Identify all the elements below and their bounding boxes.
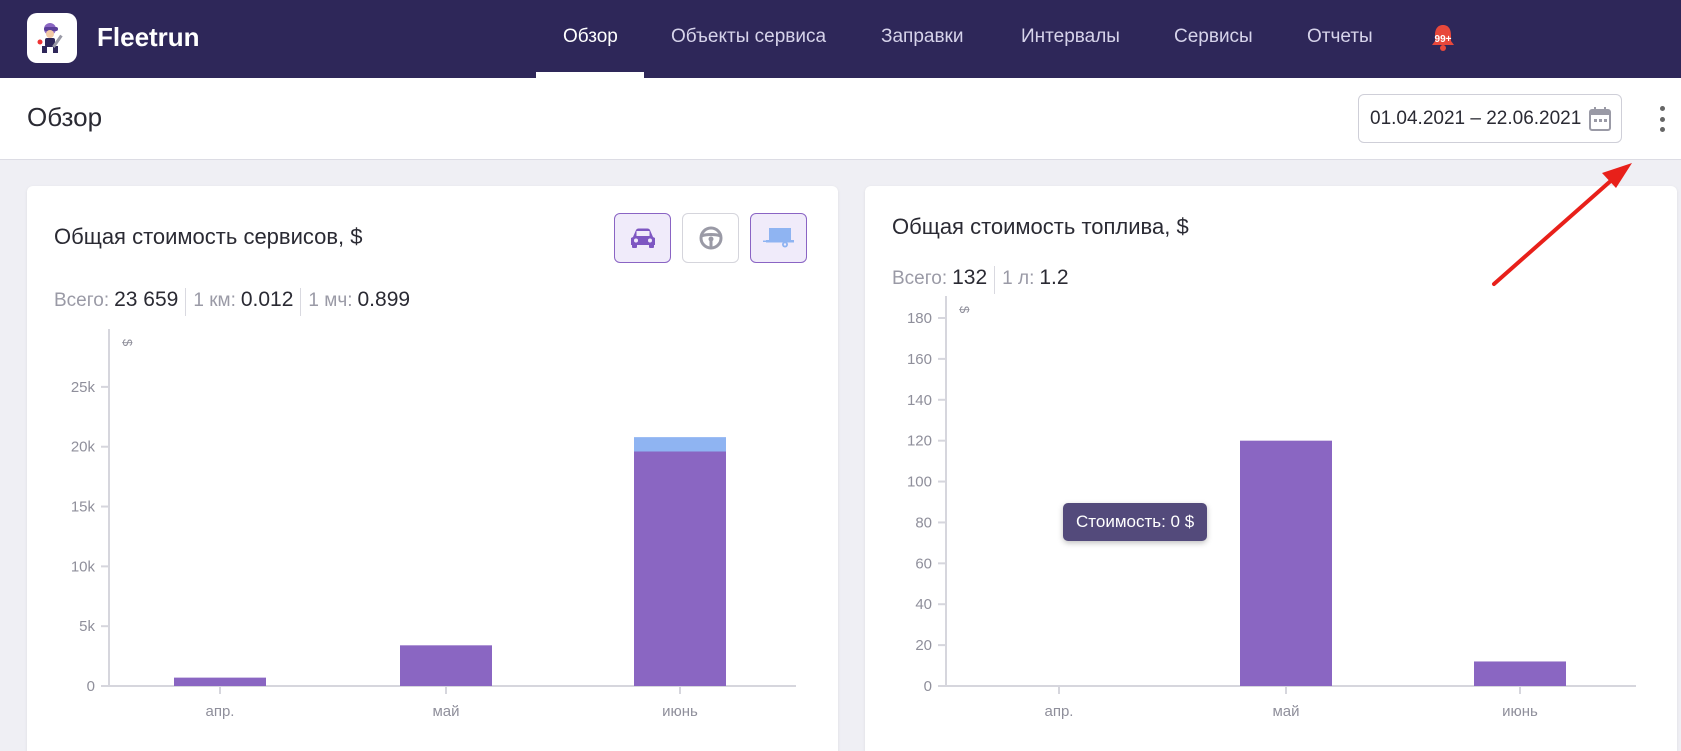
x-tick-label: июнь [662,703,698,720]
y-tick-label: 0 [87,678,95,695]
stat-label: Всего: [892,268,948,289]
chart-tooltip: Стоимость: 0 $ [1063,503,1208,541]
app-logo[interactable] [27,13,77,63]
page-header: Обзор 01.04.2021 – 22.06.2021 [0,78,1681,160]
top-navigation-bar: Fleetrun Обзор Объекты сервиса Заправки … [0,0,1681,78]
stat-value: 0.899 [357,288,411,311]
trailer-icon [762,228,794,248]
stat-value: 1.2 [1039,266,1069,289]
x-tick-label: июнь [1502,703,1538,720]
stat-total: Всего: 132 [892,266,994,294]
filter-driver-button[interactable] [682,213,739,263]
stat-per-km: 1 км: 0.012 [185,288,300,316]
stat-total: Всего: 23 659 [54,288,185,316]
services-stats: Всего: 23 659 1 км: 0.012 1 мч: 0.899 [54,288,417,316]
date-range-value: 01.04.2021 – 22.06.2021 [1370,107,1582,129]
services-cost-chart: $0 5k 10k 15k 20k 25k апр. май июнь [71,329,796,720]
kebab-dot [1659,106,1665,111]
brand-name: Fleetrun [97,22,200,52]
y-tick-label: 10k [71,558,96,575]
steering-wheel-icon [699,226,722,250]
filter-car-button[interactable] [614,213,671,263]
bar[interactable] [1240,440,1332,686]
more-options-button[interactable] [1652,104,1672,134]
bar[interactable] [1474,661,1566,686]
fuel-cost-card: Общая стоимость топлива, $ Всего: 132 1 … [865,186,1677,751]
y-axis-unit-label: $ [120,339,135,347]
stat-label: 1 мч: [308,290,353,311]
x-tick-label: апр. [206,703,235,720]
y-tick-label: 120 [907,433,932,450]
y-tick-label: 15k [71,499,96,516]
bell-icon: 99+ [1432,25,1454,51]
stat-per-liter: 1 л: 1.2 [994,266,1075,294]
stat-value: 132 [952,266,988,289]
y-tick-label: 5k [79,618,95,635]
car-icon [630,228,655,248]
notifications-button[interactable]: 99+ [1428,22,1458,54]
y-axis-unit-label: $ [957,306,972,314]
nav-tab-refuelings[interactable]: Заправки [881,26,964,47]
fuel-stats: Всего: 132 1 л: 1.2 [892,266,1076,294]
x-tick-label: апр. [1045,703,1074,720]
nav-tab-overview[interactable]: Обзор [563,26,618,47]
services-cost-card: Общая стоимость сервисов, $ Все [27,186,838,751]
kebab-dot [1659,116,1665,122]
nav-tab-service-objects[interactable]: Объекты сервиса [671,26,827,47]
stat-value: 23 659 [114,288,179,311]
y-tick-label: 0 [924,678,932,695]
y-tick-label: 20 [915,637,932,654]
y-tick-label: 160 [907,351,932,368]
kebab-dot [1659,127,1665,132]
x-tick-label: май [1272,703,1299,720]
nav-tab-reports[interactable]: Отчеты [1307,26,1373,47]
stat-per-engine-hour: 1 мч: 0.899 [300,288,417,316]
date-range-picker[interactable]: 01.04.2021 – 22.06.2021 [1358,94,1622,143]
y-tick-label: 20k [71,439,96,456]
stat-value: 0.012 [240,288,294,311]
fuel-cost-chart: $0 20 40 60 80 100 120 140 160 180 апр. май июнь [907,296,1636,720]
page-title: Обзор [27,102,103,132]
y-tick-label: 40 [915,596,932,613]
bar[interactable] [634,437,726,452]
bar[interactable] [174,677,266,686]
y-tick-label: 60 [915,555,932,572]
y-tick-label: 25k [71,379,96,396]
stat-label: 1 л: [1002,268,1035,289]
services-card-title: Общая стоимость сервисов, $ [54,224,363,249]
calendar-icon [1589,107,1611,131]
stat-label: Всего: [54,290,110,311]
x-tick-label: май [432,703,459,720]
y-tick-label: 180 [907,310,932,327]
stat-label: 1 км: [193,290,236,311]
notifications-badge: 99+ [1435,34,1452,45]
nav-tab-services[interactable]: Сервисы [1174,26,1253,47]
bar[interactable] [400,645,492,686]
bar[interactable] [634,451,726,687]
filter-trailer-button[interactable] [750,213,807,263]
y-tick-label: 140 [907,392,932,409]
fuel-card-title: Общая стоимость топлива, $ [892,214,1189,239]
y-tick-label: 100 [907,474,932,491]
nav-tab-intervals[interactable]: Интервалы [1021,26,1120,47]
y-tick-label: 80 [915,514,932,531]
mascot-logo-icon [37,23,63,53]
active-tab-indicator [536,72,644,78]
